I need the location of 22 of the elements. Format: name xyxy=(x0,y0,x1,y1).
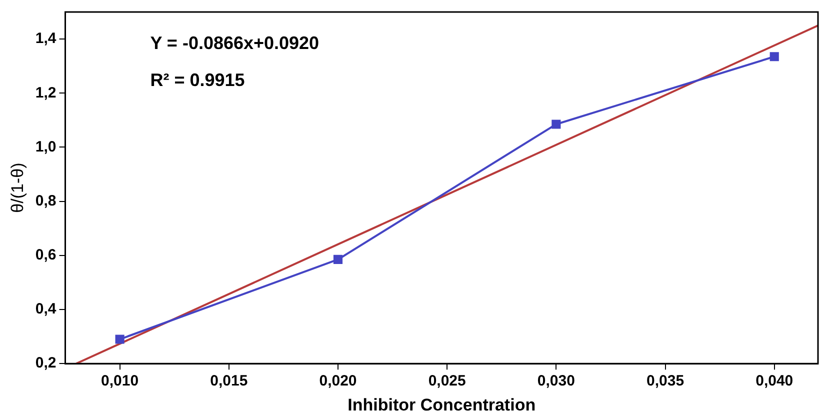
point xyxy=(333,254,343,264)
x-tick-label: 0,020 xyxy=(319,372,357,390)
annotation: Y = -0.0866x+0.0920 xyxy=(150,32,320,53)
y-tick-label: 1,2 xyxy=(35,84,56,102)
x-tick-label: 0,035 xyxy=(646,372,684,390)
y-tick-label: 0,6 xyxy=(35,246,56,264)
point xyxy=(552,120,561,129)
y-tick-label: 1,4 xyxy=(35,30,57,48)
x-tick-label: 0,015 xyxy=(210,372,248,390)
x-tick-label: 0,010 xyxy=(101,372,139,390)
y-tick-label: 0,2 xyxy=(35,354,56,372)
y-tick-label: 0,8 xyxy=(35,192,56,210)
point xyxy=(115,334,124,344)
y-axis-title: θ/(1-θ) xyxy=(8,162,27,213)
x-tick-label: 0,030 xyxy=(537,372,575,390)
y-tick-label: 1,0 xyxy=(35,138,56,156)
y-tick-label: 0,4 xyxy=(35,300,57,318)
annotation: R² = 0.9915 xyxy=(150,70,245,90)
point xyxy=(770,52,779,62)
x-axis-title: Inhibitor Concentration xyxy=(348,395,536,414)
x-tick-label: 0,025 xyxy=(428,372,466,390)
x-tick-label: 0,040 xyxy=(756,372,794,390)
